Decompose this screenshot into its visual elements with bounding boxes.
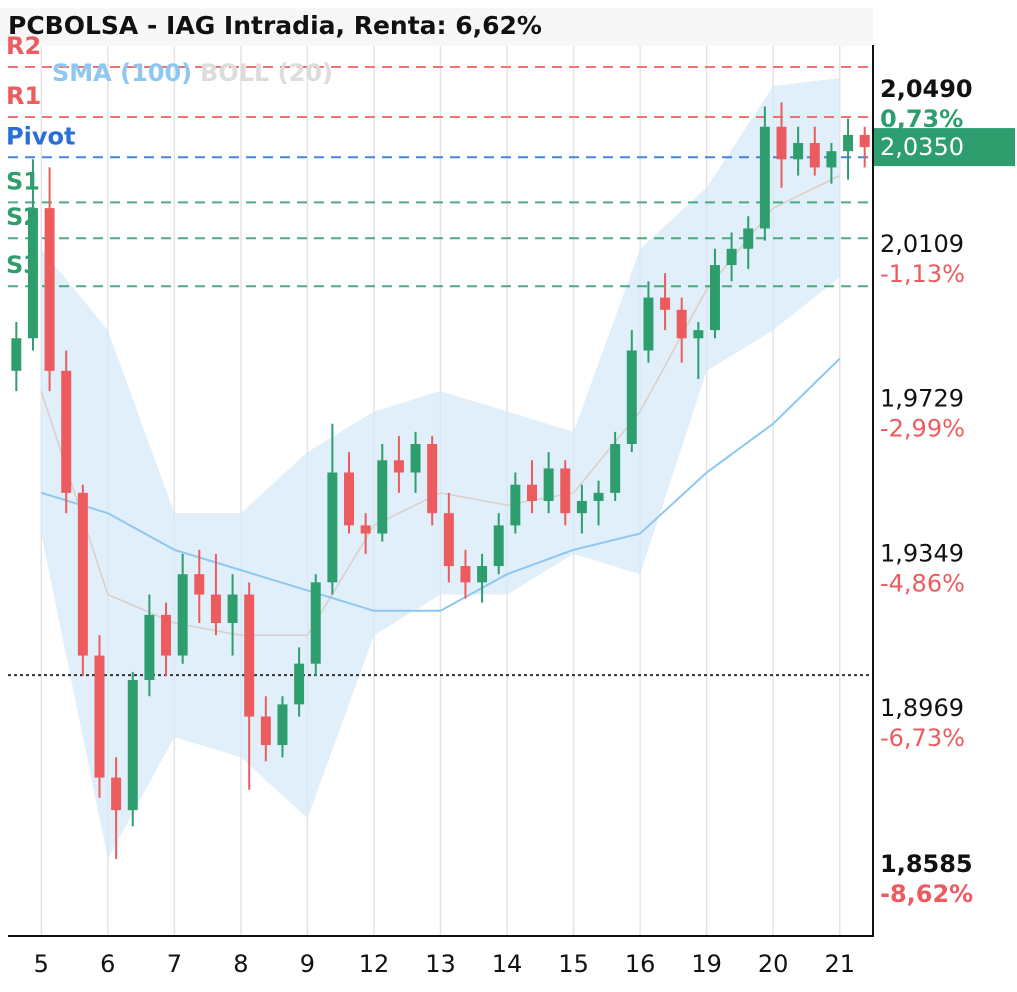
y-tick-change: -2,99%: [880, 415, 965, 443]
pivot-label: S3: [6, 251, 40, 279]
bollinger-band: [41, 77, 840, 859]
candle-body: [194, 574, 205, 595]
candle-body: [593, 492, 604, 501]
x-tick-label: 12: [359, 950, 390, 978]
candle-body: [660, 297, 671, 310]
candle-body: [743, 228, 754, 249]
bollinger-middle: [40, 174, 841, 636]
candle-body: [826, 151, 837, 168]
candle-body: [460, 566, 471, 583]
last-price-label: 2,0350: [880, 133, 964, 161]
candle-body: [244, 594, 255, 717]
y-tick-label: 2,0490: [880, 75, 973, 103]
x-tick-label: 5: [34, 950, 49, 978]
x-tick-label: 8: [233, 950, 248, 978]
candle-body: [543, 468, 554, 501]
y-tick-change: -6,73%: [880, 724, 965, 752]
y-tick-label: 2,0109: [880, 230, 964, 258]
candle-body: [11, 338, 22, 371]
candle-body: [260, 716, 271, 746]
y-tick-change: -8,62%: [880, 880, 973, 908]
candle-body: [843, 134, 854, 152]
x-tick-label: 19: [691, 950, 722, 978]
candle-body: [94, 655, 105, 778]
candle-body: [643, 297, 654, 351]
candle-body: [310, 582, 321, 664]
candle-body: [111, 777, 122, 811]
candle-body: [210, 594, 221, 624]
pivot-label: S2: [6, 203, 40, 231]
y-tick-label: 1,8969: [880, 694, 964, 722]
candle-body: [427, 444, 438, 514]
title-bar: [0, 8, 873, 46]
candle-body: [27, 208, 38, 339]
y-tick-label: 1,9729: [880, 385, 964, 413]
candle-body: [693, 330, 704, 339]
candle-body: [344, 472, 354, 526]
last-price-box: [874, 128, 1015, 167]
candle-body: [277, 704, 288, 746]
pivot-label: R2: [6, 32, 41, 60]
candle-body: [626, 350, 637, 445]
candle-body: [776, 126, 787, 160]
candle-body: [127, 679, 138, 811]
candle-body: [809, 143, 820, 168]
legend-boll: BOLL (20): [200, 59, 333, 87]
sma-line: [40, 357, 841, 612]
x-tick-label: 16: [625, 950, 656, 978]
x-tick-label: 7: [167, 950, 182, 978]
candle-body: [493, 525, 504, 567]
candle-body: [177, 574, 188, 656]
pivot-label: Pivot: [6, 122, 75, 150]
candle-body: [793, 143, 804, 160]
candle-body: [77, 492, 88, 656]
candle-body: [410, 444, 421, 473]
candle-body: [360, 525, 371, 534]
y-tick-change: -1,13%: [880, 260, 965, 288]
candle-body: [676, 309, 687, 339]
pivot-label: S1: [6, 167, 40, 195]
candle-body: [44, 208, 55, 371]
x-tick-label: 9: [300, 950, 315, 978]
plot-area: [8, 45, 873, 935]
x-tick-label: 15: [558, 950, 589, 978]
candle-body: [709, 265, 720, 331]
candle-body: [759, 126, 770, 229]
candle-body: [859, 134, 870, 148]
pivot-label: R1: [6, 82, 41, 110]
candle-body: [393, 460, 404, 473]
candle-body: [443, 513, 454, 567]
y-tick-label: 1,8585: [880, 850, 973, 878]
candle-body: [576, 500, 587, 514]
candle-body: [560, 468, 571, 514]
x-tick-label: 21: [824, 950, 855, 978]
candle-body: [726, 248, 737, 266]
candle-body: [377, 460, 388, 534]
x-tick-label: 14: [492, 950, 523, 978]
candle-body: [477, 566, 488, 583]
x-tick-label: 20: [758, 950, 789, 978]
candle-body: [294, 663, 305, 705]
x-tick-label: 6: [100, 950, 115, 978]
chart-title: PCBOLSA - IAG Intradia, Renta: 6,62%: [8, 11, 542, 40]
candle-body: [610, 444, 621, 493]
y-tick-label: 1,9349: [880, 539, 964, 567]
legend-sma: SMA (100): [52, 59, 192, 87]
candle-body: [144, 614, 155, 680]
candle-body: [510, 484, 521, 526]
candle-body: [327, 472, 338, 583]
candle-body: [61, 370, 72, 493]
y-tick-change: -4,86%: [880, 569, 965, 597]
candle-body: [227, 594, 238, 624]
x-tick-label: 13: [425, 950, 456, 978]
candle-body: [527, 484, 537, 501]
candle-body: [161, 614, 172, 656]
